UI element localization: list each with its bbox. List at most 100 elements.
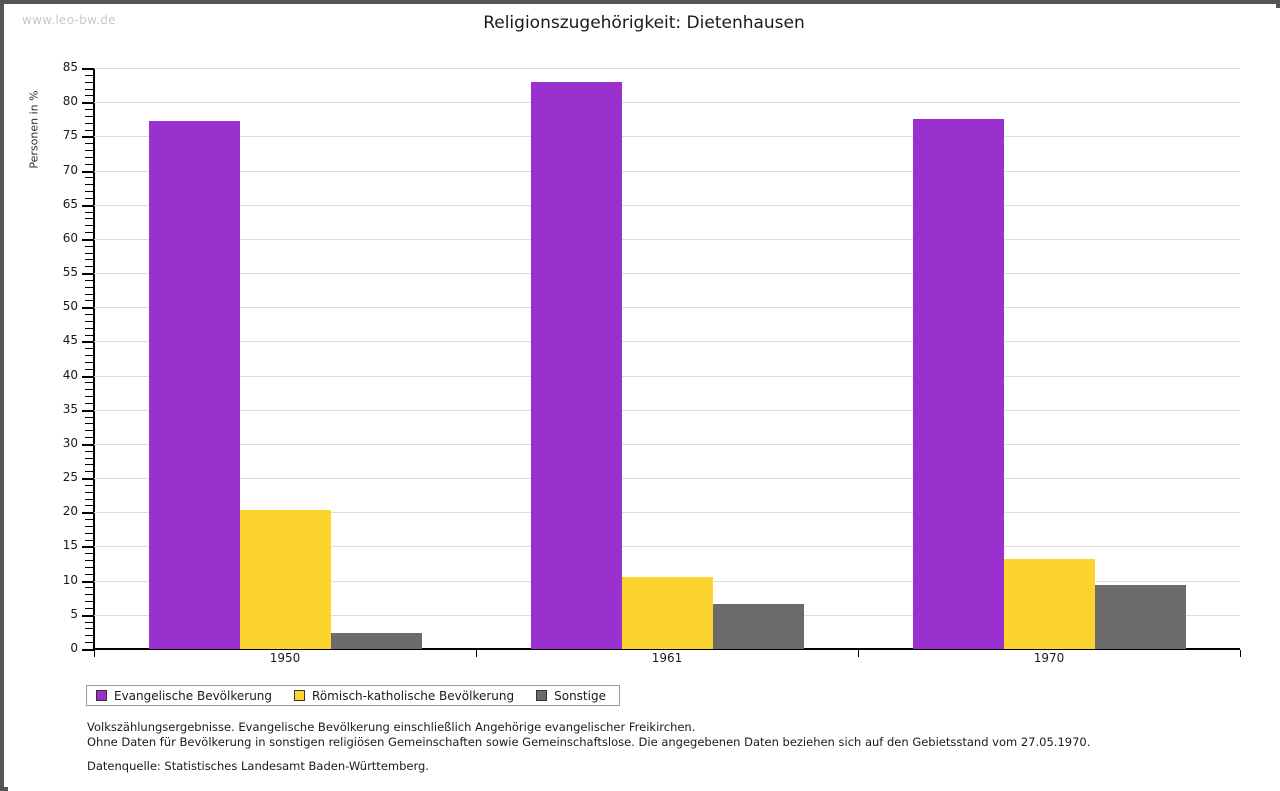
x-axis-tick [476, 650, 477, 657]
gridline [94, 273, 1240, 275]
legend-item[interactable]: Evangelische Bevölkerung [96, 689, 272, 703]
y-axis-tick [82, 478, 93, 481]
y-axis-minor-tick [85, 389, 93, 391]
y-axis-minor-tick [85, 293, 93, 295]
y-axis-minor-tick [85, 642, 93, 644]
y-axis-minor-tick [85, 525, 93, 527]
legend-item[interactable]: Römisch-katholische Bevölkerung [294, 689, 514, 703]
x-axis-tick [94, 650, 95, 657]
y-axis-minor-tick [85, 184, 93, 186]
y-axis-tick-label: 85 [62, 60, 78, 74]
y-axis-tick [82, 614, 93, 617]
y-axis-minor-tick [85, 560, 93, 562]
gridline [94, 409, 1240, 411]
x-axis-tick [858, 650, 859, 657]
chart-legend: Evangelische Bevölkerung Römisch-katholis… [86, 685, 620, 706]
y-axis-tick-label: 45 [62, 333, 78, 348]
y-axis-minor-tick [85, 361, 93, 363]
y-axis-minor-tick [85, 163, 93, 165]
y-axis-tick [82, 307, 93, 310]
y-axis-minor-tick [85, 594, 93, 596]
x-axis-tick-label: 1950 [269, 651, 301, 665]
y-axis-minor-tick [85, 115, 93, 117]
y-axis-tick-label: 65 [62, 196, 78, 211]
y-axis-tick-label: 0 [70, 641, 78, 655]
y-axis-minor-tick [85, 355, 93, 357]
y-axis-minor-tick [85, 122, 93, 124]
bar [621, 576, 713, 649]
gridline [94, 170, 1240, 172]
y-axis-minor-tick [85, 259, 93, 261]
data-source-label: Datenquelle: Statistisches Landesamt Bad… [87, 759, 429, 773]
y-axis-minor-tick [85, 628, 93, 630]
y-axis-minor-tick [85, 334, 93, 336]
y-axis-tick [82, 409, 93, 412]
bar [148, 121, 240, 649]
y-axis-minor-tick [85, 197, 93, 199]
y-axis-minor-tick [85, 74, 93, 76]
y-axis-tick [82, 512, 93, 515]
y-axis-minor-tick [85, 252, 93, 254]
y-axis-minor-tick [85, 587, 93, 589]
y-axis-minor-tick [85, 143, 93, 145]
bar [530, 81, 622, 649]
y-axis-tick [82, 170, 93, 173]
y-axis-minor-tick [85, 457, 93, 459]
bar [912, 118, 1004, 649]
y-axis-minor-tick [85, 491, 93, 493]
y-axis-minor-tick [85, 505, 93, 507]
gridline [94, 204, 1240, 206]
y-axis-tick [82, 238, 93, 241]
gridline [94, 68, 1240, 69]
y-axis-minor-tick [85, 286, 93, 288]
footnote-line-2: Ohne Daten für Bevölkerung in sonstigen … [87, 735, 1091, 749]
y-axis-minor-tick [85, 225, 93, 227]
y-axis-tick-label: 35 [62, 401, 78, 416]
y-axis-minor-tick [85, 232, 93, 234]
y-axis-tick-label: 75 [62, 128, 78, 143]
y-axis-minor-tick [85, 95, 93, 97]
y-axis-minor-tick [85, 314, 93, 316]
watermark-label: www.leo-bw.de [22, 13, 116, 27]
y-axis-tick-label: 20 [62, 504, 78, 519]
y-axis-tick [82, 204, 93, 207]
gridline [94, 443, 1240, 445]
y-axis-minor-tick [85, 464, 93, 466]
legend-item[interactable]: Sonstige [536, 689, 606, 703]
y-axis-tick [82, 580, 93, 583]
gridline [94, 512, 1240, 514]
y-axis-tick [82, 102, 93, 105]
y-axis-tick [82, 375, 93, 378]
x-axis-tick [1240, 650, 1241, 657]
bar [330, 632, 422, 649]
gridline [94, 648, 1240, 650]
y-axis-minor-tick [85, 382, 93, 384]
gridline [94, 238, 1240, 240]
legend-swatch-icon [96, 690, 107, 701]
y-axis-minor-tick [85, 430, 93, 432]
y-axis-minor-tick [85, 484, 93, 486]
y-axis-minor-tick [85, 266, 93, 268]
y-axis-tick-label: 10 [62, 572, 78, 587]
y-axis-minor-tick [85, 177, 93, 179]
y-axis-minor-tick [85, 320, 93, 322]
y-axis-tick [82, 341, 93, 344]
y-axis-minor-tick [85, 621, 93, 623]
y-axis-minor-tick [85, 423, 93, 425]
gridline [94, 546, 1240, 548]
chart-canvas: www.leo-bw.de Religionszugehörigkeit: Di… [8, 8, 1280, 791]
y-axis-tick [82, 546, 93, 549]
x-axis-tick-label: 1970 [1033, 651, 1065, 665]
y-axis-minor-tick [85, 437, 93, 439]
y-axis-minor-tick [85, 566, 93, 568]
y-axis-minor-tick [85, 402, 93, 404]
y-axis-tick-label: 50 [62, 299, 78, 314]
y-axis-tick [82, 136, 93, 139]
y-axis-minor-tick [85, 88, 93, 90]
y-axis-minor-tick [85, 279, 93, 281]
y-axis-minor-tick [85, 416, 93, 418]
y-axis-tick [82, 68, 93, 70]
bar [1003, 558, 1095, 649]
